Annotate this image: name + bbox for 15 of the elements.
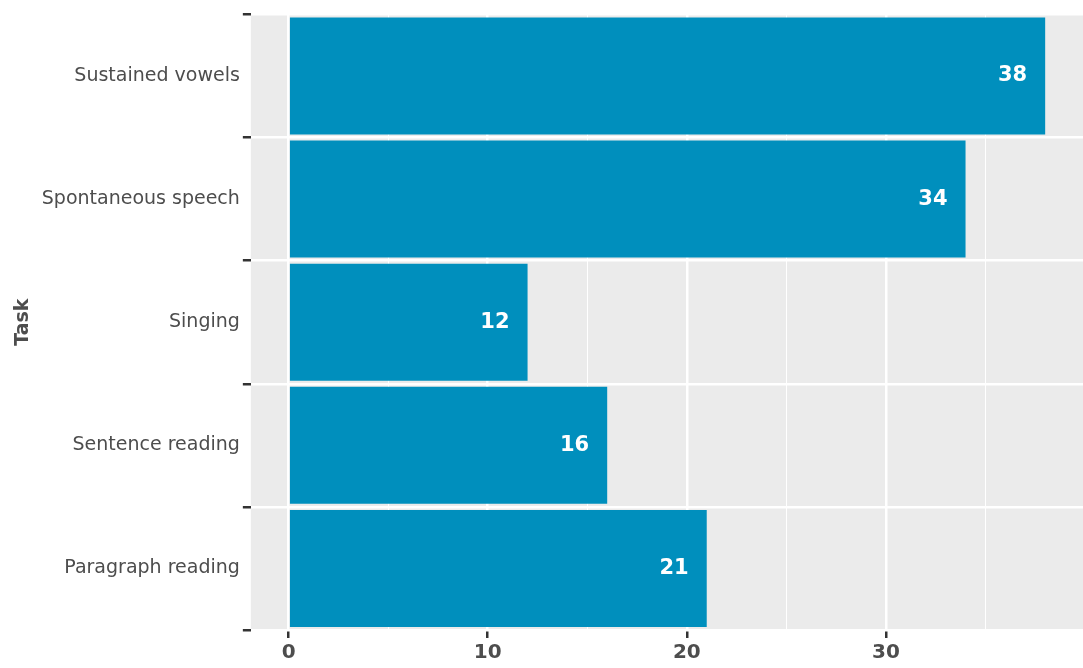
y-tick-label: Paragraph reading [64,555,240,578]
data-label: 16 [559,431,590,456]
y-tick-label: Spontaneous speech [41,186,240,209]
data-label: 21 [659,554,689,579]
y-tick-label: Singing [169,309,240,332]
x-tick-label: 10 [473,639,502,664]
y-axis-title: Task [10,298,33,346]
y-tick-label: Sentence reading [72,432,240,455]
data-label: 38 [997,62,1028,87]
data-label: 12 [480,308,510,333]
x-tick-label: 0 [281,639,296,664]
y-tick-label: Sustained vowels [74,62,240,85]
x-tick-label: 30 [871,639,900,664]
x-tick-label: 20 [672,639,701,664]
data-label: 34 [918,185,948,210]
